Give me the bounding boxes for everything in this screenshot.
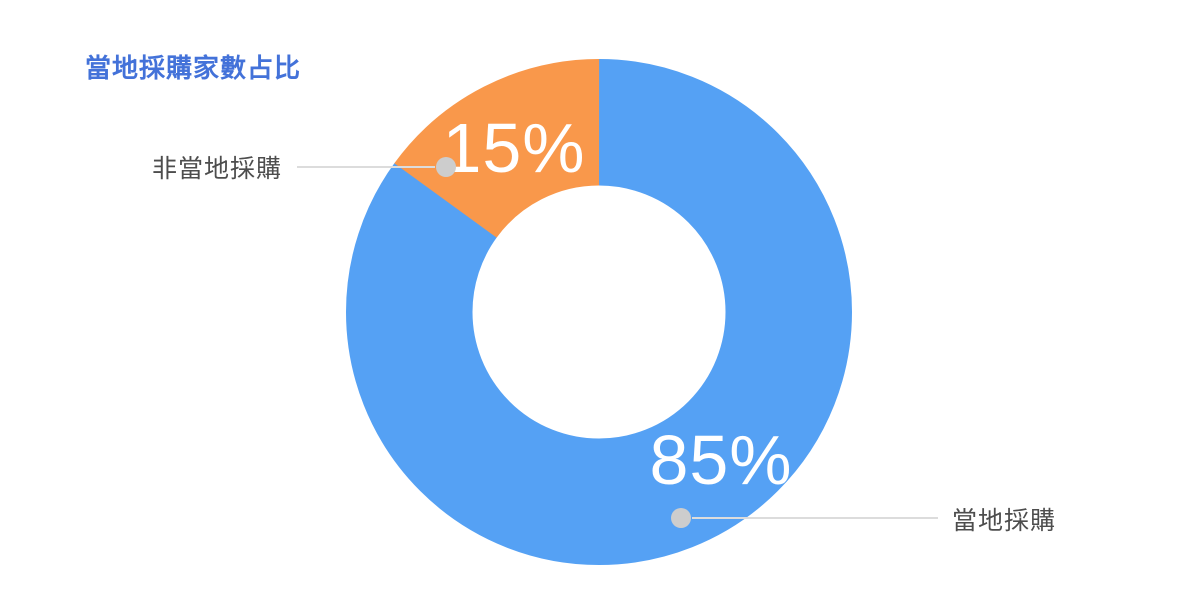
- leader-dot-non-local-purchase: [436, 157, 456, 177]
- chart-title: 當地採購家數占比: [85, 53, 302, 83]
- leader-line-non-local-purchase: [297, 166, 435, 168]
- leader-dot-local-purchase: [671, 508, 691, 528]
- callout-label-non-local-purchase: 非當地採購: [152, 155, 283, 183]
- leader-line-local-purchase: [692, 517, 938, 519]
- donut-chart: [346, 58, 852, 565]
- donut-slice-non-local-purchase: [346, 58, 852, 565]
- callout-label-local-purchase: 當地採購: [952, 507, 1057, 535]
